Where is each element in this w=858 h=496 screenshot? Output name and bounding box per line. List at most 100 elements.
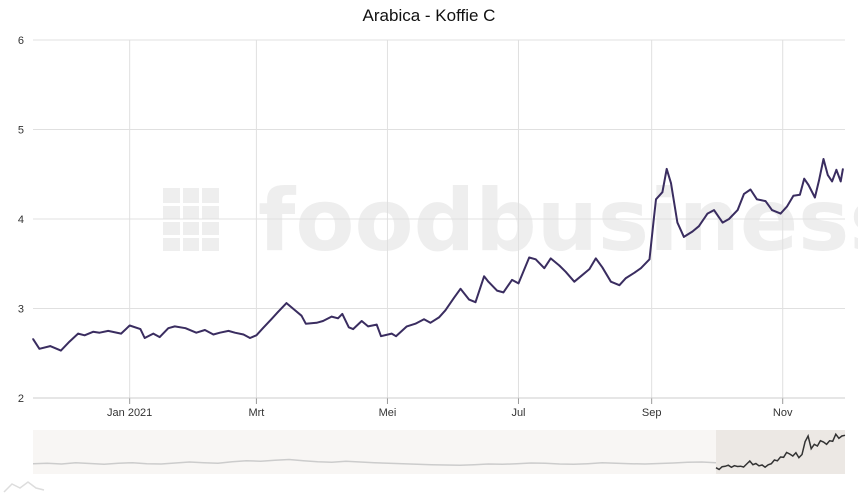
data-point [234,331,236,334]
watermark-text: foodbusiness [258,171,858,271]
navigator-selection[interactable] [716,430,845,474]
navigator-context-line [32,458,717,467]
data-point [749,188,752,191]
data-point [792,194,795,197]
data-point [665,168,668,170]
data-point [406,325,408,328]
data-point [352,328,354,330]
data-point [195,331,198,334]
data-point [653,218,655,220]
data-point [255,334,258,337]
data-point [60,349,62,352]
grid [33,39,845,399]
data-point [573,280,576,283]
data-point [337,317,339,320]
data-point [292,307,294,310]
data-point [625,277,627,279]
data-point [558,264,561,267]
data-point [184,327,187,330]
data-point [32,338,34,340]
data-point [139,328,142,330]
y-tick-label: 3 [18,304,24,316]
data-point [698,225,700,227]
x-tick-label: Jul [511,407,525,419]
data-point [249,337,251,339]
data-point [152,332,155,335]
data-point [167,327,170,330]
navigator-background [33,430,845,474]
data-point [721,221,724,224]
data-point [120,332,122,335]
data-point [842,168,844,170]
data-point [341,313,344,315]
data-point [107,330,109,332]
data-point [212,333,215,336]
data-point [633,271,636,274]
data-point [305,322,307,325]
navigator[interactable] [3,430,846,493]
data-point [835,169,838,171]
y-tick-label: 5 [18,125,24,137]
data-point [618,284,621,287]
data-point [375,323,378,326]
data-point [395,335,397,338]
data-point [549,257,552,260]
data-point [270,318,273,321]
data-point [459,288,462,290]
x-tick-label: Mrt [248,407,264,419]
data-point [580,275,582,278]
series-line [32,158,844,352]
data-point [300,314,303,317]
data-point [807,184,810,186]
data-point [262,327,264,330]
data-point [691,230,694,233]
data-point [429,322,432,324]
data-point [517,282,520,285]
data-point [764,200,767,202]
data-point [414,322,417,325]
data-point [756,198,758,201]
data-point [511,279,513,281]
watermark: foodbusiness [163,171,858,271]
data-point [38,348,41,350]
data-point [528,256,530,259]
data-point [380,335,382,338]
data-point [713,209,715,211]
data-point [799,194,801,196]
data-point [83,334,86,337]
x-tick-label: Nov [773,407,793,419]
x-tick-label: Mei [379,407,397,419]
series-layer [32,158,844,352]
data-point [92,331,94,333]
data-point [595,257,597,260]
data-point [676,221,679,224]
data-point [496,289,498,292]
data-point [640,267,642,270]
data-point [438,316,440,319]
y-tick-label: 6 [18,35,24,47]
data-point [322,320,324,322]
data-point [728,218,730,220]
data-point [367,325,369,328]
data-point [474,301,477,304]
data-point [468,298,470,301]
chart-title: Arabica - Koffie C [363,6,496,25]
data-point [143,337,146,339]
data-point [128,324,131,327]
data-point [534,258,537,261]
data-point [655,198,657,201]
data-point [483,275,485,278]
data-point [158,336,161,338]
data-point [661,191,664,193]
data-point [779,212,782,215]
data-point [827,174,829,176]
data-point [285,302,288,304]
data-point [683,236,685,238]
data-point [77,332,79,335]
data-point [204,329,206,331]
data-point [453,297,455,299]
data-point [706,212,709,215]
data-point [648,258,651,261]
